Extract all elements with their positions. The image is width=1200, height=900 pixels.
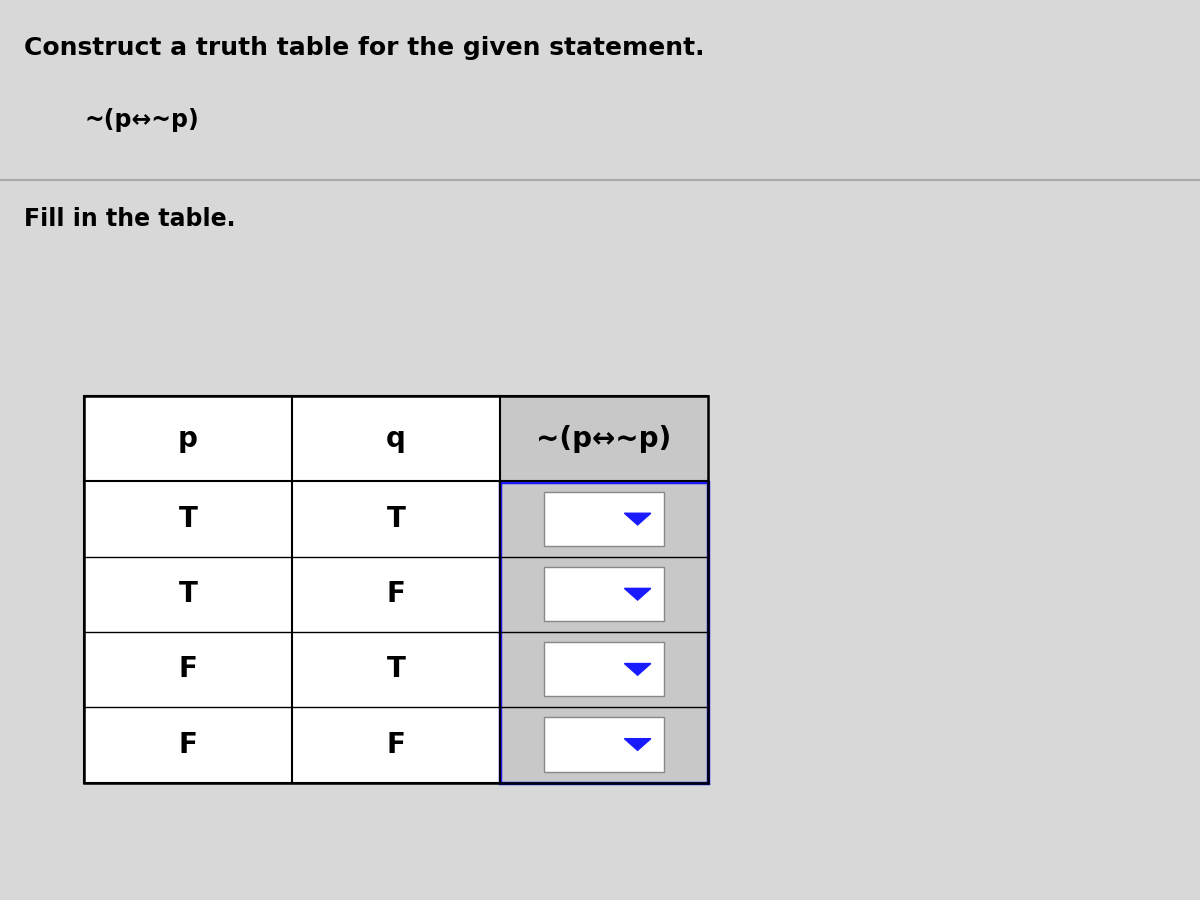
Polygon shape (624, 589, 650, 600)
Text: Fill in the table.: Fill in the table. (24, 207, 235, 231)
Text: T: T (386, 655, 406, 683)
Text: F: F (179, 655, 198, 683)
Text: F: F (386, 580, 406, 608)
FancyBboxPatch shape (544, 717, 664, 771)
Polygon shape (624, 513, 650, 525)
FancyBboxPatch shape (544, 492, 664, 546)
Text: ~(p↔~p): ~(p↔~p) (84, 108, 199, 132)
Polygon shape (624, 739, 650, 751)
Text: T: T (179, 505, 198, 533)
Text: F: F (179, 731, 198, 759)
Text: F: F (386, 731, 406, 759)
Text: ~(p↔~p): ~(p↔~p) (536, 425, 672, 453)
Polygon shape (624, 663, 650, 675)
Text: Construct a truth table for the given statement.: Construct a truth table for the given st… (24, 36, 704, 60)
Text: p: p (178, 425, 198, 453)
FancyBboxPatch shape (500, 396, 708, 783)
Text: T: T (179, 580, 198, 608)
FancyBboxPatch shape (84, 396, 708, 783)
Text: q: q (386, 425, 406, 453)
FancyBboxPatch shape (544, 643, 664, 697)
Text: T: T (386, 505, 406, 533)
FancyBboxPatch shape (544, 567, 664, 621)
